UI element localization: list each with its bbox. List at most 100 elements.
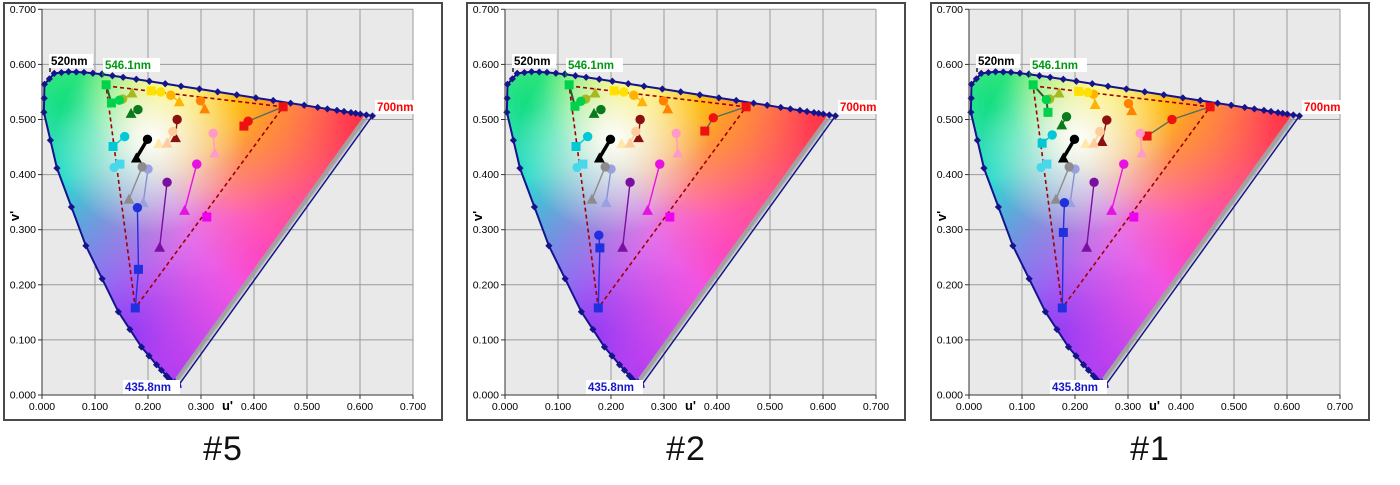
locus-diamond-marker	[57, 68, 65, 77]
locus-diamond-marker	[114, 308, 122, 316]
series-marker-triangle	[1056, 119, 1068, 130]
locus-diamond-marker	[137, 343, 146, 351]
x-tick-label: 0.400	[704, 401, 730, 413]
series-marker-square	[115, 159, 125, 169]
series-marker-triangle	[588, 107, 600, 118]
locus-diamond-marker	[233, 91, 241, 99]
series-marker-square	[106, 98, 116, 108]
locus-diamond-marker	[152, 361, 161, 369]
series-marker-square	[571, 141, 581, 151]
series-marker-square	[578, 159, 588, 169]
reference-gamut-triangle	[105, 84, 285, 311]
locus-diamond-marker	[1084, 366, 1093, 374]
series-marker-square	[101, 80, 111, 90]
series-marker-triangle	[130, 152, 142, 163]
locus-diamond-marker	[300, 101, 308, 109]
locus-diamond-marker	[520, 68, 528, 77]
label-700nm: 700nm	[1304, 102, 1340, 114]
series-marker-square	[665, 212, 675, 222]
y-tick-label: 0.600	[937, 59, 963, 71]
y-tick-label: 0.700	[10, 4, 36, 16]
locus-diamond-marker	[625, 372, 633, 380]
locus-diamond-marker	[608, 77, 616, 85]
y-axis-title: v'	[470, 211, 485, 221]
locus-diamond-marker	[1016, 69, 1024, 77]
series-marker-circle	[655, 159, 665, 169]
series-marker-square	[130, 303, 140, 313]
label-546.1nm: 546.1nm	[568, 60, 614, 72]
locus-diamond-marker	[50, 69, 58, 77]
wavelength-labels: 520nm 546.1nm 700nm 435.8nm	[976, 54, 1348, 394]
x-axis-title: u'	[222, 398, 233, 413]
series-marker-triangle	[209, 147, 221, 158]
series-magenta	[642, 159, 665, 215]
locus-diamond-marker	[819, 110, 827, 118]
locus-diamond-marker	[1227, 101, 1235, 109]
series-marker-circle	[1095, 126, 1105, 137]
locus-diamond-marker	[53, 164, 61, 172]
y-tick-label: 0.400	[10, 169, 36, 181]
purple-boundary-line	[640, 115, 837, 387]
series-red	[700, 102, 751, 136]
series-marker-circle	[631, 126, 641, 137]
y-tick-label: 0.300	[937, 224, 963, 236]
x-tick-label: 0.200	[598, 401, 624, 413]
series-marker-triangle	[170, 132, 181, 143]
locus-diamond-marker	[314, 103, 322, 112]
series-marker-triangle	[1089, 99, 1101, 110]
locus-diamond-marker	[1079, 361, 1088, 369]
locus-diamond-marker	[1025, 70, 1033, 78]
series-blue	[1057, 198, 1070, 313]
locus-diamond-marker	[126, 325, 134, 334]
series-marker-triangle	[1050, 193, 1062, 204]
series-marker-triangle	[126, 87, 138, 98]
series-marker-square	[1129, 212, 1139, 222]
locus-diamond-marker	[333, 106, 341, 115]
series-marker-triangle	[589, 87, 601, 98]
series-pale-yellow	[153, 138, 164, 149]
locus-diamond-marker	[571, 72, 580, 80]
series-purple	[154, 177, 172, 252]
locus-diamond-marker	[973, 136, 982, 144]
series-marker-square	[1142, 131, 1152, 141]
x-tick-label: 0.300	[651, 401, 677, 413]
locus-diamond-marker	[503, 94, 511, 102]
series-marker-square	[1042, 159, 1052, 169]
series-pink	[671, 128, 684, 158]
series-marker-triangle	[179, 204, 190, 215]
locus-diamond-marker	[119, 73, 127, 81]
locus-diamond-marker	[825, 111, 833, 119]
x-tick-label: 0.600	[1274, 401, 1300, 413]
series-marker-square	[570, 101, 580, 111]
series-pale-orange	[161, 126, 178, 148]
series-marker-circle	[635, 114, 645, 125]
label-520nm: 520nm	[51, 56, 87, 68]
series-marker-square	[1057, 303, 1067, 313]
label-435.8nm: 435.8nm	[588, 382, 634, 394]
chart-box-1: 0.000 0.100 0.200 0.300 0.400 0.500 0.600 0.700…	[930, 2, 1370, 421]
series-magenta	[179, 159, 202, 215]
y-axis-title: v'	[934, 211, 949, 221]
locus-diamond-marker	[82, 242, 90, 250]
locus-diamond-marker	[165, 375, 174, 383]
series-marker-circle	[192, 159, 202, 169]
series-marker-square	[1043, 107, 1053, 117]
series-marker-circle	[195, 96, 206, 106]
locus-diamond-marker	[815, 109, 823, 117]
x-tick-label: 0.300	[188, 401, 214, 413]
series-dark-green	[1056, 112, 1072, 130]
locus-diamond-marker	[40, 94, 48, 102]
series-marker-circle	[596, 104, 606, 115]
series-marker-square	[1205, 102, 1215, 112]
y-tick-label: 0.200	[473, 279, 499, 291]
series-light-cyan	[109, 159, 125, 173]
series-yellow	[609, 86, 629, 97]
locus-diamond-marker	[45, 75, 53, 83]
chart-box-2: 0.000 0.100 0.200 0.300 0.400 0.500 0.600 0.700…	[466, 2, 906, 421]
series-black	[593, 134, 616, 163]
x-tick-label: 0.700	[400, 401, 426, 413]
x-tick-label: 0.200	[1062, 401, 1088, 413]
series-amber	[629, 90, 648, 107]
series-marker-circle	[658, 96, 669, 106]
series-marker-triangle	[593, 152, 605, 163]
